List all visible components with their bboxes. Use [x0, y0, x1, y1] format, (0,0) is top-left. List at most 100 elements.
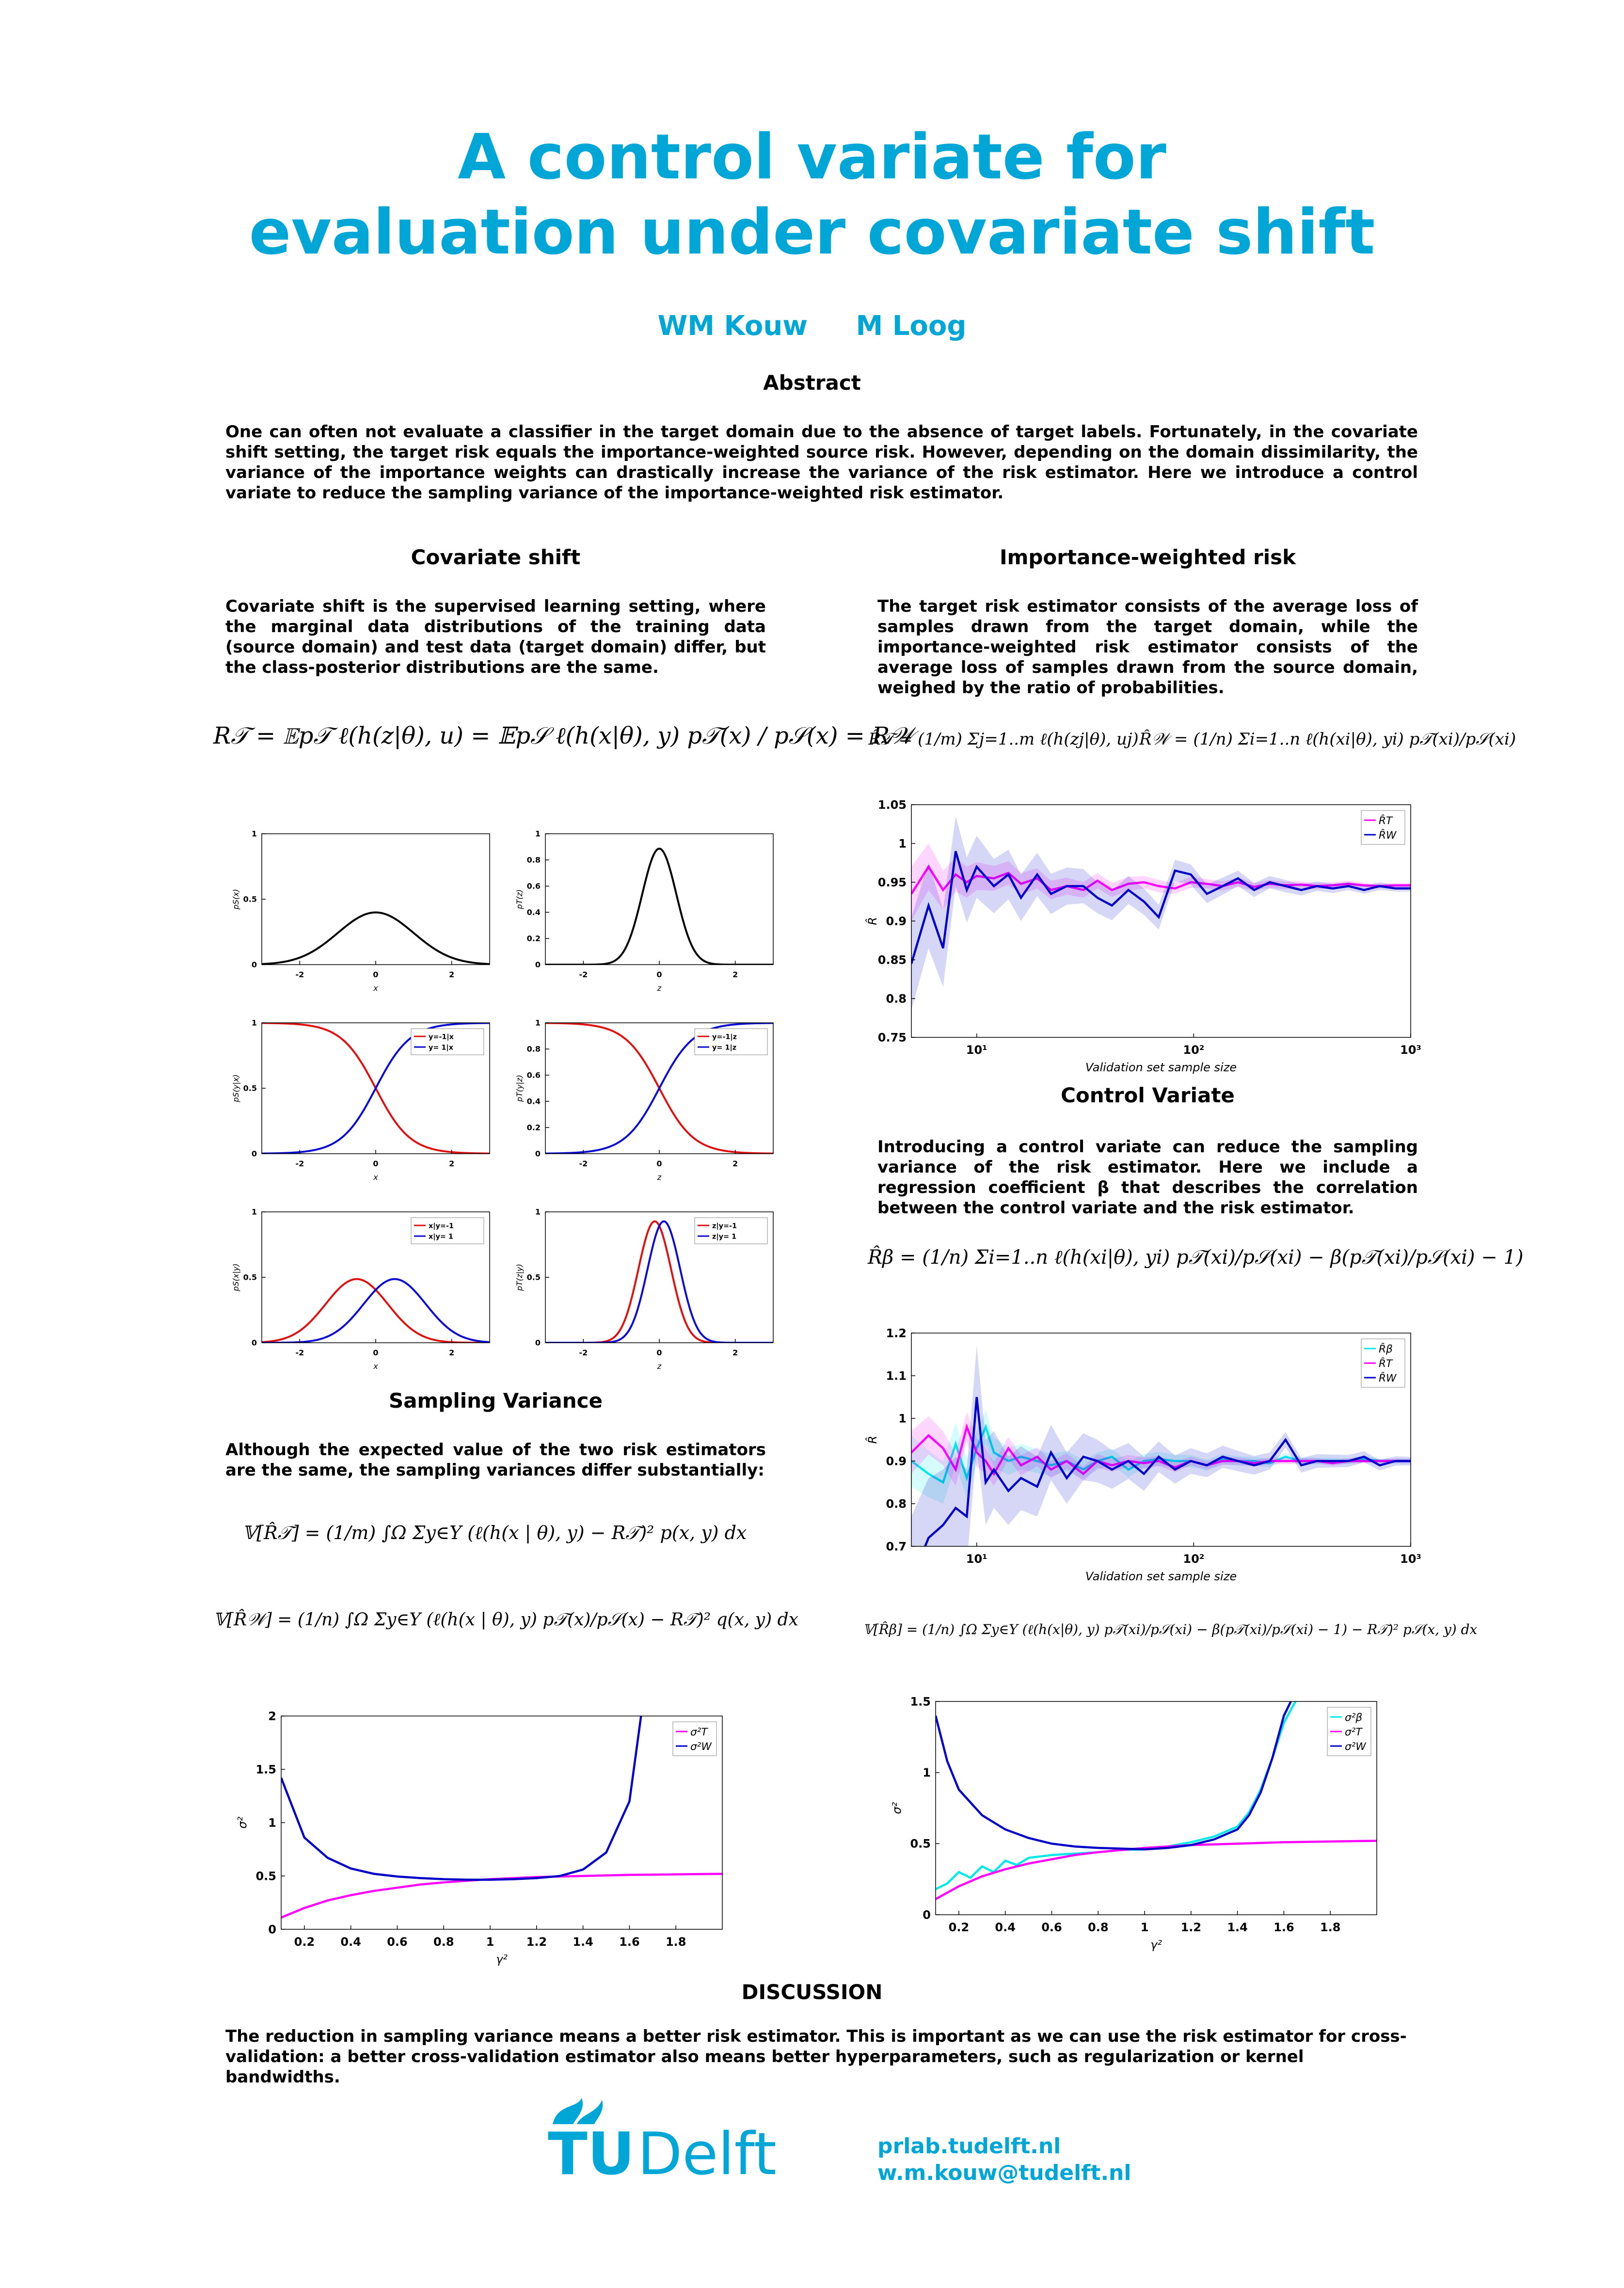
legend-label: σ²β	[1345, 1712, 1362, 1724]
x-axis-label: Validation set sample size	[1085, 1570, 1237, 1583]
y-tick-label: 0	[923, 1908, 931, 1922]
chart-source-class-conditional: 0 0.5 1 -2 0 2 x pS(x|y) x|y=-1 x|y= 1	[231, 1208, 490, 1371]
legend-label: y=-1|z	[712, 1033, 737, 1041]
y-tick-label: 0.5	[910, 1837, 931, 1851]
y-tick-label: 1	[252, 1018, 257, 1028]
y-tick-label: 0.85	[878, 953, 907, 967]
y-tick-label: 1	[898, 837, 907, 850]
y-tick-label: 1.2	[886, 1326, 907, 1340]
control-variate-variance-formula: 𝕍[R̂β] = (1/n) ∫Ω Σy∈Y (ℓ(h(x|θ), y) p𝒯(…	[863, 1621, 1478, 1637]
y-tick-label: 1.5	[255, 1763, 276, 1776]
y-tick-label: 0	[268, 1923, 276, 1936]
x-tick-label: 10³	[1400, 1043, 1421, 1057]
x-tick-label: 2	[732, 1348, 738, 1357]
y-tick-label: 1	[535, 1208, 541, 1217]
x-tick-label: 1.8	[666, 1935, 686, 1949]
y-tick-label: 0.8	[886, 1497, 907, 1510]
control-variate-text: Introducing a control variate can reduce…	[877, 1137, 1418, 1218]
y-tick-label: 1	[535, 829, 541, 839]
x-axis-label: γ²	[1150, 1938, 1162, 1952]
x-tick-label: 0.6	[1041, 1921, 1062, 1934]
x-tick-label: 1	[1141, 1921, 1149, 1934]
y-axis-label: pS(y|x)	[231, 1074, 240, 1102]
x-tick-label: 2	[449, 1159, 454, 1168]
y-axis-label: σ²	[890, 1802, 904, 1814]
axes-box	[281, 1716, 723, 1930]
legend-box	[672, 1721, 717, 1756]
y-axis-label: R̂	[866, 917, 879, 925]
x-axis-label: z	[657, 1173, 662, 1182]
x-axis-label: z	[657, 984, 662, 993]
legend-label: R̂T	[1379, 814, 1393, 827]
chart-target-marginal: 0 0.2 0.4 0.6 0.8 1 -2 0 2 z pT(z)	[515, 829, 774, 993]
x-tick-label: 0.4	[340, 1935, 361, 1949]
importance-weighted-text: The target risk estimator consists of th…	[877, 597, 1418, 698]
y-tick-label: 0	[252, 960, 257, 969]
y-tick-label: 0	[252, 1149, 257, 1159]
x-tick-label: 1.2	[526, 1935, 547, 1949]
y-tick-label: 0.2	[527, 934, 541, 943]
x-tick-label: 0	[373, 1348, 378, 1357]
y-tick-label: 0.7	[886, 1540, 907, 1553]
legend-box	[694, 1028, 768, 1055]
x-tick-label: -2	[579, 970, 588, 979]
legend-label: σ²T	[1345, 1726, 1363, 1738]
y-tick-label: 0.5	[243, 1084, 257, 1093]
series-line-σ²T	[281, 1873, 722, 1919]
y-axis-label: pT(y|z)	[515, 1075, 524, 1102]
covariate-shift-text: Covariate shift is the supervised learni…	[225, 597, 766, 677]
legend-label: R̂W	[1379, 829, 1397, 842]
legend-label: R̂β	[1379, 1343, 1393, 1355]
x-tick-label: 10¹	[966, 1043, 987, 1057]
y-axis-label: pT(z|y)	[515, 1264, 524, 1291]
y-tick-label: 1.5	[910, 1695, 931, 1708]
series-line-σ²T	[936, 1840, 1377, 1900]
legend-label: σ²W	[1345, 1741, 1367, 1753]
y-axis-label: pT(z)	[515, 890, 524, 910]
contact-email[interactable]: w.m.kouw@tudelft.nl	[877, 2161, 1131, 2185]
y-axis-label: pS(x)	[231, 889, 240, 910]
author-2: M Loog	[856, 310, 967, 342]
y-axis-label: σ²	[236, 1816, 249, 1828]
x-axis-label: Validation set sample size	[1085, 1061, 1237, 1074]
axes-box	[261, 833, 490, 965]
variance-formula-target: 𝕍[R̂𝒯] = (1/m) ∫Ω Σy∈Y (ℓ(h(x | θ), y) −…	[242, 1522, 747, 1543]
series-line-σ²W	[936, 1701, 1292, 1851]
x-tick-label: -2	[295, 1348, 304, 1357]
plot-area	[262, 911, 490, 965]
y-tick-label: 1	[923, 1766, 931, 1780]
x-tick-label: 0	[656, 970, 662, 979]
legend-label: x|y= 1	[429, 1233, 453, 1240]
y-tick-label: 0.8	[527, 1045, 541, 1054]
chart-variance-left: 0 0.5 1 1.5 2 0.2 0.4 0.6 0.8 1 1.2 1.4 1.6 1.8 γ² σ² σ²…	[236, 1709, 723, 1966]
x-tick-label: 2	[449, 1348, 454, 1357]
x-tick-label: 1.2	[1181, 1921, 1202, 1934]
y-axis-label: pS(x|y)	[231, 1263, 240, 1291]
series-line-0	[545, 847, 773, 965]
contact-url[interactable]: prlab.tudelft.nl	[877, 2134, 1061, 2159]
x-tick-label: 2	[732, 970, 738, 979]
legend-label: z|y= 1	[712, 1233, 736, 1240]
x-tick-label: 0.6	[387, 1935, 408, 1949]
iw-formula-target: R̂𝒯 = (1/m) Σj=1..m ℓ(h(zj|θ), uj)	[868, 730, 1139, 749]
covariate-shift-heading: Covariate shift	[411, 545, 581, 569]
logo-tu: TU	[548, 2121, 635, 2188]
legend-box	[694, 1217, 768, 1244]
x-tick-label: -2	[579, 1159, 588, 1168]
x-axis-label: x	[373, 1173, 378, 1182]
discussion-heading: DISCUSSION	[741, 1980, 883, 2004]
x-tick-label: 2	[449, 970, 454, 979]
control-variate-heading: Control Variate	[1061, 1083, 1235, 1107]
axes-box	[911, 1333, 1411, 1547]
axes-box	[545, 833, 774, 965]
legend-label: y= 1|x	[429, 1044, 454, 1051]
y-tick-label: 0.5	[527, 1273, 541, 1282]
y-tick-label: 0.8	[886, 992, 907, 1005]
plot-area	[262, 1278, 490, 1343]
sampling-variance-heading: Sampling Variance	[388, 1389, 603, 1413]
x-tick-label: 0	[373, 970, 378, 979]
legend-box	[411, 1217, 484, 1244]
x-tick-label: 10¹	[966, 1552, 987, 1566]
series-line-0	[262, 911, 490, 965]
abstract-text: One can often not evaluate a classifier …	[225, 422, 1418, 503]
